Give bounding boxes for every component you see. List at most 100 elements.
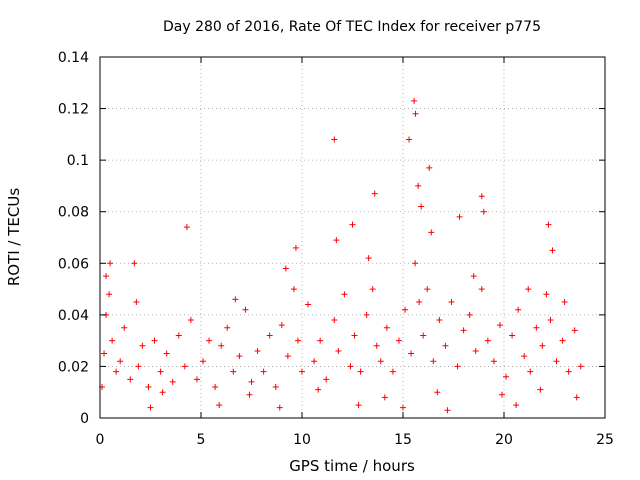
y-axis-label: ROTI / TECUs xyxy=(5,188,23,286)
data-point xyxy=(383,324,390,331)
data-point xyxy=(349,221,356,228)
data-point xyxy=(442,342,449,349)
data-point xyxy=(232,296,239,303)
data-point xyxy=(389,368,396,375)
data-point xyxy=(294,337,301,344)
data-point xyxy=(331,136,338,143)
data-point xyxy=(218,342,225,349)
data-point xyxy=(577,363,584,370)
data-point xyxy=(254,347,261,354)
data-point xyxy=(292,244,299,251)
data-point xyxy=(448,298,455,305)
data-point xyxy=(543,291,550,298)
data-point xyxy=(101,350,108,357)
data-point xyxy=(496,322,503,329)
data-point xyxy=(412,110,419,117)
data-point xyxy=(145,384,152,391)
data-point xyxy=(484,337,491,344)
y-tick-label: 0.12 xyxy=(58,102,89,118)
y-tick-label: 0.14 xyxy=(58,50,89,66)
data-point xyxy=(515,306,522,313)
data-point xyxy=(113,368,120,375)
data-point xyxy=(466,311,473,318)
data-point xyxy=(478,193,485,200)
data-point xyxy=(525,286,532,293)
data-point xyxy=(547,317,554,324)
data-point xyxy=(216,402,223,409)
y-tick-label: 0.06 xyxy=(58,256,89,272)
x-tick-label: 15 xyxy=(394,432,412,448)
data-point xyxy=(363,311,370,318)
data-point xyxy=(351,332,358,339)
data-point xyxy=(490,358,497,365)
data-point xyxy=(412,260,419,267)
data-point xyxy=(200,358,207,365)
data-point xyxy=(299,368,305,375)
data-point xyxy=(305,301,312,308)
data-point xyxy=(434,389,441,396)
plot-frame xyxy=(99,56,606,419)
data-point xyxy=(284,353,291,360)
data-points xyxy=(99,97,584,414)
data-point xyxy=(430,358,437,365)
axis-ticks: 0 0.02 0.04 0.06 0.08 0.1 0.12 0.14 0 5 10 15 20 25 xyxy=(58,50,614,448)
data-point xyxy=(426,164,433,171)
data-point xyxy=(456,213,463,220)
data-point xyxy=(246,391,253,398)
data-point xyxy=(163,350,170,357)
data-point xyxy=(272,384,279,391)
data-point xyxy=(444,407,451,414)
x-tick-label: 25 xyxy=(596,432,614,448)
data-point xyxy=(151,337,158,344)
data-point xyxy=(355,402,362,409)
data-point xyxy=(212,384,219,391)
data-point xyxy=(400,404,406,411)
data-point xyxy=(561,298,568,305)
data-point xyxy=(187,317,194,324)
data-point xyxy=(420,332,427,339)
data-point xyxy=(135,363,142,370)
data-point xyxy=(139,342,146,349)
data-point xyxy=(402,306,409,313)
data-point xyxy=(276,404,283,411)
data-point xyxy=(509,332,516,339)
data-point xyxy=(133,298,140,305)
data-point xyxy=(248,378,255,385)
data-point xyxy=(169,378,176,385)
x-tick-label: 10 xyxy=(293,432,311,448)
data-point xyxy=(181,363,188,370)
data-point xyxy=(454,363,461,370)
x-axis-label: GPS time / hours xyxy=(289,457,415,475)
data-point xyxy=(470,273,477,280)
x-tick-label: 5 xyxy=(197,432,206,448)
data-point xyxy=(480,208,487,215)
data-point xyxy=(341,291,348,298)
data-point xyxy=(121,324,128,331)
data-point xyxy=(311,358,318,365)
data-point xyxy=(395,337,402,344)
data-point xyxy=(117,358,124,365)
data-point xyxy=(315,386,322,393)
data-point xyxy=(559,337,566,344)
data-point xyxy=(224,324,231,331)
data-point xyxy=(503,373,510,380)
data-point xyxy=(131,260,138,267)
y-tick-label: 0.1 xyxy=(67,153,89,169)
data-point xyxy=(107,260,114,267)
data-point xyxy=(236,353,243,360)
data-point xyxy=(533,324,540,331)
data-point xyxy=(418,203,425,210)
data-point xyxy=(317,337,324,344)
data-point xyxy=(377,358,384,365)
data-point xyxy=(472,347,479,354)
data-point xyxy=(278,322,285,329)
data-point xyxy=(335,347,342,354)
x-tick-label: 20 xyxy=(495,432,513,448)
chart-title: Day 280 of 2016, Rate Of TEC Index for r… xyxy=(163,19,541,35)
data-point xyxy=(478,286,485,293)
data-point xyxy=(406,136,413,143)
data-point xyxy=(553,358,560,365)
data-point xyxy=(549,247,556,254)
data-point xyxy=(365,255,372,262)
y-tick-label: 0 xyxy=(80,411,89,427)
